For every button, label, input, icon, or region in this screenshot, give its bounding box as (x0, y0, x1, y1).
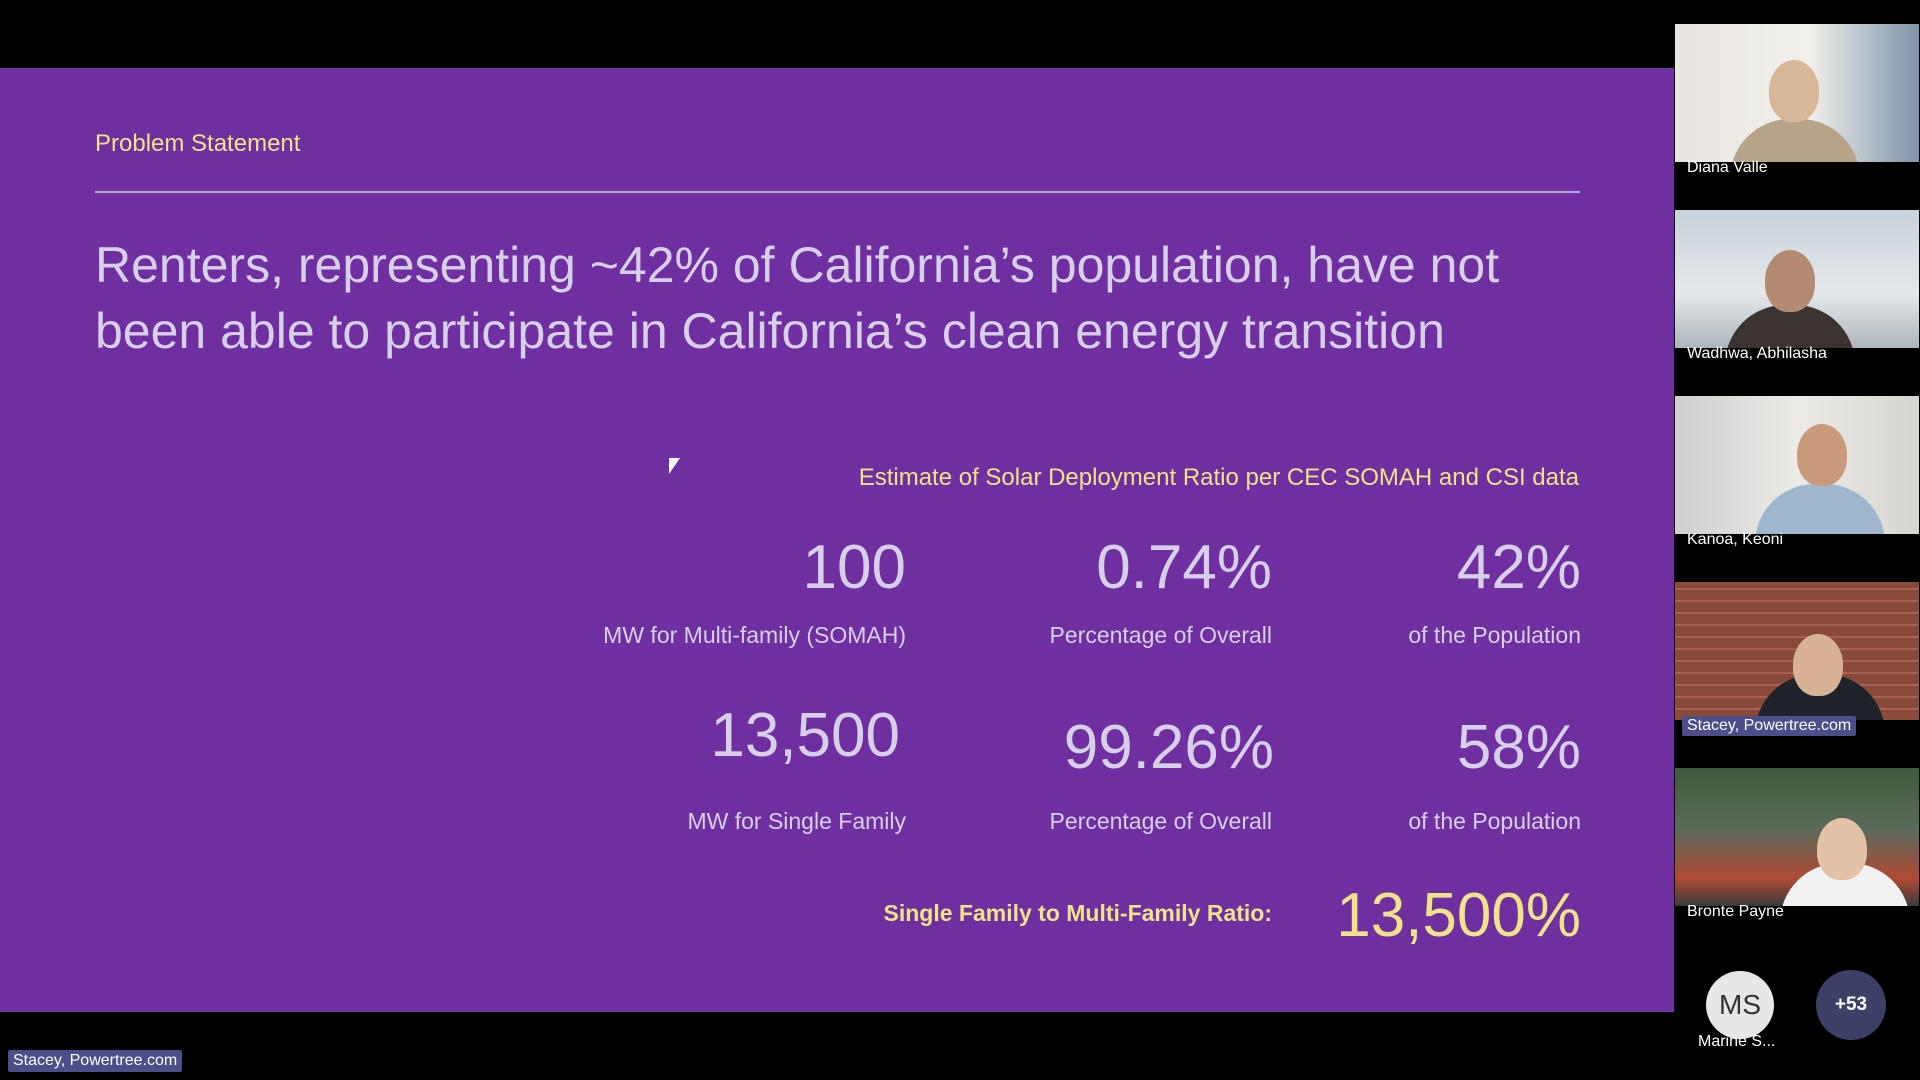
pct-single-family-value: 99.26% (1063, 713, 1274, 782)
participant-tile-wadhwa-abhilasha[interactable] (1675, 210, 1919, 348)
participant-name: Bronte Payne (1687, 903, 1784, 920)
pop-owners-label: of the Population (1408, 808, 1581, 834)
participant-tile-bronte-payne[interactable] (1675, 768, 1919, 906)
avatar-participant-name: Marine S... (1698, 1033, 1776, 1050)
pct-single-family-label: Percentage of Overall (1049, 808, 1272, 834)
ratio-value: 13,500% (1336, 881, 1581, 950)
participant-tile-kanoa-keoni[interactable] (1675, 396, 1919, 534)
participant-avatar[interactable]: MS (1706, 971, 1774, 1039)
mw-multi-family-value: 100 (802, 533, 906, 602)
presenter-name-tag: Stacey, Powertree.com (8, 1050, 183, 1072)
participant-tile-stacey-powertree[interactable] (1675, 582, 1919, 720)
slide-divider (95, 191, 1580, 193)
slide-headline: Renters, representing ~42% of California… (95, 237, 1500, 359)
participant-name-active: Stacey, Powertree.com (1682, 716, 1857, 736)
participant-name: Kanoa, Keoni (1687, 531, 1784, 548)
mw-single-family-value: 13,500 (710, 701, 900, 770)
pct-multi-family-value: 0.74% (1096, 533, 1272, 602)
shared-slide: Problem Statement Renters, representing … (0, 68, 1674, 1012)
mw-single-family-label: MW for Single Family (687, 808, 906, 834)
participant-name: Diana Valle (1687, 159, 1768, 176)
pct-multi-family-label: Percentage of Overall (1049, 622, 1272, 648)
more-participants-button[interactable]: +53 (1816, 970, 1886, 1040)
mouse-cursor-icon (669, 458, 680, 474)
slide-subheading: Estimate of Solar Deployment Ratio per C… (858, 464, 1579, 491)
ratio-label: Single Family to Multi-Family Ratio: (883, 900, 1272, 926)
pop-renters-label: of the Population (1408, 622, 1581, 648)
pop-owners-value: 58% (1456, 713, 1581, 782)
mw-multi-family-label: MW for Multi-family (SOMAH) (603, 622, 906, 648)
participant-name: Wadhwa, Abhilasha (1687, 345, 1827, 362)
pop-renters-value: 42% (1456, 533, 1581, 602)
participant-tile-diana-valle[interactable] (1675, 24, 1919, 162)
slide-section-title: Problem Statement (95, 130, 301, 157)
